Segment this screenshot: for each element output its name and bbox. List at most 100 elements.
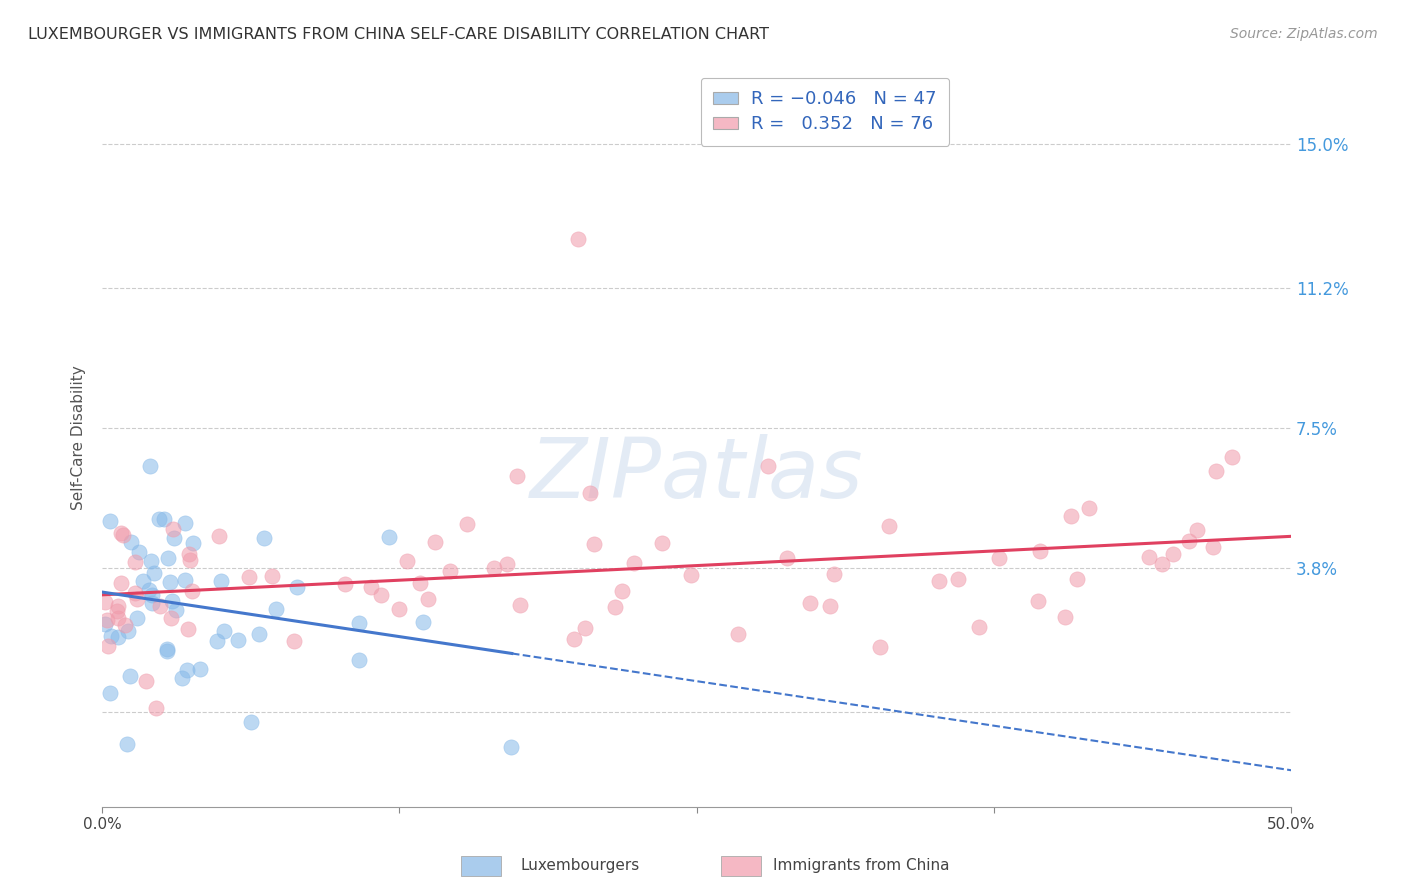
Point: [181, 536, 204, 550]
Point: [98, 686, 121, 700]
Point: [948, 572, 970, 586]
Point: [1053, 610, 1076, 624]
Point: [681, 568, 703, 582]
Point: [567, 232, 589, 246]
Point: [110, 575, 132, 590]
Point: [1077, 501, 1099, 516]
Point: [97, 639, 120, 653]
Point: [110, 525, 132, 540]
Point: [148, 511, 170, 525]
Point: [117, 624, 139, 639]
Point: [141, 596, 163, 610]
Point: [124, 586, 146, 600]
Point: [138, 583, 160, 598]
Point: [823, 567, 845, 582]
Point: [96, 613, 118, 627]
Point: [253, 531, 276, 545]
Point: [247, 627, 270, 641]
Legend: R = −0.046   N = 47, R =   0.352   N = 76: R = −0.046 N = 47, R = 0.352 N = 76: [700, 78, 949, 146]
Point: [156, 551, 179, 566]
Text: Luxembourgers: Luxembourgers: [520, 858, 640, 872]
Point: [165, 603, 187, 617]
Text: ZIPatlas: ZIPatlas: [530, 434, 863, 516]
Point: [409, 575, 432, 590]
Point: [1220, 450, 1243, 465]
Point: [262, 569, 284, 583]
Point: [170, 672, 193, 686]
Point: [1187, 523, 1209, 537]
Point: [1059, 509, 1081, 524]
Point: [125, 611, 148, 625]
Point: [1161, 547, 1184, 561]
Point: [388, 601, 411, 615]
Point: [155, 643, 177, 657]
Point: [131, 574, 153, 589]
Point: [418, 591, 440, 606]
Point: [139, 459, 162, 474]
Point: [142, 566, 165, 580]
Point: [877, 519, 900, 533]
Point: [776, 551, 799, 566]
Text: Source: ZipAtlas.com: Source: ZipAtlas.com: [1230, 27, 1378, 41]
Point: [239, 714, 262, 729]
Point: [190, 662, 212, 676]
Point: [1205, 464, 1227, 478]
Point: [226, 632, 249, 647]
Point: [605, 599, 627, 614]
Point: [176, 623, 198, 637]
Point: [1029, 544, 1052, 558]
Point: [582, 537, 605, 551]
Point: [651, 536, 673, 550]
Point: [149, 599, 172, 613]
Point: [482, 561, 505, 575]
Point: [333, 577, 356, 591]
Point: [347, 653, 370, 667]
Point: [456, 516, 478, 531]
Point: [370, 588, 392, 602]
Point: [509, 598, 531, 612]
Point: [124, 555, 146, 569]
Point: [578, 485, 600, 500]
Point: [1026, 594, 1049, 608]
Text: Immigrants from China: Immigrants from China: [773, 858, 950, 872]
Point: [285, 580, 308, 594]
Point: [756, 459, 779, 474]
Point: [1201, 541, 1223, 555]
Point: [115, 738, 138, 752]
Point: [159, 575, 181, 590]
Point: [1150, 557, 1173, 571]
Point: [208, 529, 231, 543]
Point: [212, 624, 235, 639]
Point: [349, 615, 371, 630]
Point: [141, 588, 163, 602]
Point: [727, 627, 749, 641]
Point: [160, 593, 183, 607]
Text: LUXEMBOURGER VS IMMIGRANTS FROM CHINA SELF-CARE DISABILITY CORRELATION CHART: LUXEMBOURGER VS IMMIGRANTS FROM CHINA SE…: [28, 27, 769, 42]
Point: [967, 620, 990, 634]
Point: [120, 535, 142, 549]
Point: [1066, 572, 1088, 586]
Point: [105, 604, 128, 618]
Point: [139, 554, 162, 568]
Point: [623, 556, 645, 570]
Point: [506, 469, 529, 483]
Point: [425, 534, 447, 549]
Point: [93, 595, 115, 609]
Point: [107, 599, 129, 613]
Point: [283, 634, 305, 648]
Point: [209, 574, 232, 588]
Point: [179, 553, 201, 567]
Point: [153, 512, 176, 526]
Point: [107, 611, 129, 625]
Point: [266, 602, 288, 616]
Point: [1178, 534, 1201, 549]
Point: [177, 547, 200, 561]
Point: [396, 554, 419, 568]
Point: [160, 611, 183, 625]
Point: [574, 621, 596, 635]
Point: [820, 599, 842, 614]
Point: [112, 528, 135, 542]
Y-axis label: Self-Care Disability: Self-Care Disability: [72, 366, 86, 510]
Point: [128, 545, 150, 559]
Point: [562, 632, 585, 646]
